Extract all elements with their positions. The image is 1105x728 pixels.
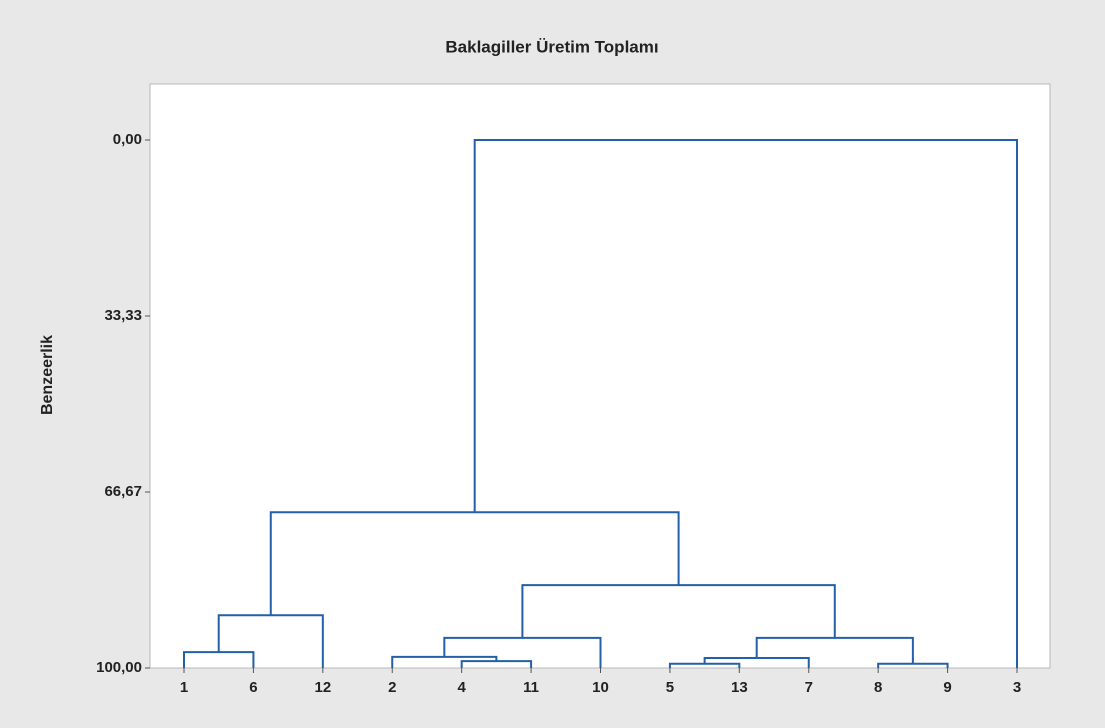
plot-area	[149, 83, 1051, 669]
x-tick-label: 9	[943, 679, 951, 696]
x-tick-label: 3	[1013, 679, 1021, 696]
x-tick-label: 2	[388, 679, 396, 696]
x-tick-label: 10	[592, 679, 609, 696]
y-tick-label: 66,67	[104, 483, 142, 500]
dendrogram-link	[473, 139, 1018, 668]
x-tick-label: 4	[457, 679, 466, 696]
x-tick-label: 6	[249, 679, 257, 696]
x-tick-label: 13	[731, 679, 748, 696]
y-tick-label: 100,00	[96, 659, 142, 676]
x-tick-label: 11	[523, 679, 539, 696]
x-tick-label: 1	[180, 679, 188, 696]
y-tick-label: 33,33	[104, 307, 142, 324]
x-tick-label: 7	[805, 679, 813, 696]
y-axis-label: Benzeerlik	[39, 335, 56, 415]
y-tick-label: 0,00	[113, 131, 142, 148]
x-tick-label: 12	[314, 679, 331, 696]
x-tick-label: 8	[874, 679, 882, 696]
chart-title: Baklagiller Üretim Toplamı	[445, 37, 658, 56]
x-tick-label: 5	[666, 679, 674, 696]
